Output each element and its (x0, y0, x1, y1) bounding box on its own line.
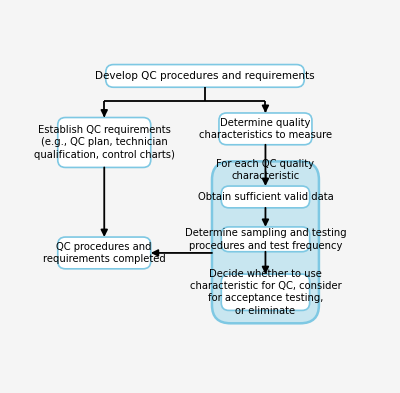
FancyBboxPatch shape (106, 64, 304, 87)
Text: Decide whether to use
characteristic for QC, consider
for acceptance testing,
or: Decide whether to use characteristic for… (190, 269, 341, 316)
Text: QC procedures and
requirements completed: QC procedures and requirements completed (43, 242, 166, 264)
Text: Develop QC procedures and requirements: Develop QC procedures and requirements (95, 71, 315, 81)
FancyBboxPatch shape (212, 162, 319, 323)
Text: Obtain sufficient valid data: Obtain sufficient valid data (198, 192, 333, 202)
Text: Determine sampling and testing
procedures and test frequency: Determine sampling and testing procedure… (185, 228, 346, 250)
FancyBboxPatch shape (58, 237, 151, 269)
Text: Establish QC requirements
(e.g., QC plan, technician
qualification, control char: Establish QC requirements (e.g., QC plan… (34, 125, 175, 160)
FancyBboxPatch shape (221, 274, 310, 310)
FancyBboxPatch shape (221, 227, 310, 252)
Text: Determine quality
characteristics to measure: Determine quality characteristics to mea… (199, 118, 332, 140)
FancyBboxPatch shape (221, 186, 310, 208)
FancyBboxPatch shape (58, 118, 151, 167)
FancyBboxPatch shape (219, 113, 312, 145)
Text: For each QC quality
characteristic: For each QC quality characteristic (216, 158, 314, 181)
